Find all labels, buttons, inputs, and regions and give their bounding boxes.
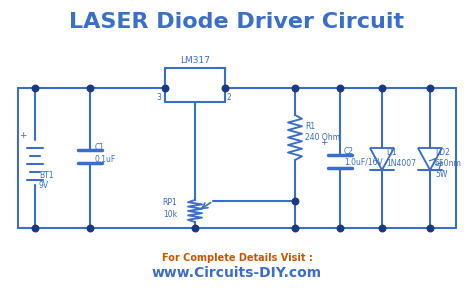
Text: www.Circuits-DIY.com: www.Circuits-DIY.com — [152, 266, 322, 280]
Text: ADJ: ADJ — [188, 89, 202, 98]
Point — [291, 226, 299, 230]
Point — [336, 226, 344, 230]
Text: R1: R1 — [305, 122, 315, 131]
Text: BT1: BT1 — [39, 171, 54, 180]
Point — [378, 86, 386, 90]
Point — [378, 226, 386, 230]
Text: 10k: 10k — [163, 210, 177, 219]
Text: C1: C1 — [95, 143, 105, 152]
Text: LM317: LM317 — [180, 56, 210, 65]
Text: 240 Ohm: 240 Ohm — [305, 133, 340, 142]
Point — [291, 199, 299, 203]
Text: D1: D1 — [386, 148, 397, 157]
Text: For Complete Details Visit :: For Complete Details Visit : — [162, 253, 312, 263]
Text: 0.1uF: 0.1uF — [95, 155, 116, 164]
Point — [426, 226, 434, 230]
Text: 1.0uF/16V: 1.0uF/16V — [344, 157, 383, 166]
Point — [31, 226, 39, 230]
Text: 9V: 9V — [39, 182, 49, 191]
Text: RP1: RP1 — [162, 198, 177, 207]
Point — [86, 226, 94, 230]
FancyBboxPatch shape — [165, 68, 225, 102]
Point — [426, 86, 434, 90]
Text: 2: 2 — [227, 93, 232, 102]
Text: 3: 3 — [156, 93, 161, 102]
Text: OUT: OUT — [204, 73, 222, 82]
Text: +: + — [19, 132, 27, 141]
Text: LASER Diode Driver Circuit: LASER Diode Driver Circuit — [69, 12, 405, 32]
Text: IN: IN — [168, 73, 177, 82]
Point — [31, 86, 39, 90]
Point — [86, 86, 94, 90]
Text: 650nm: 650nm — [435, 159, 462, 168]
Point — [191, 226, 199, 230]
Point — [291, 86, 299, 90]
Point — [336, 86, 344, 90]
Text: 5W: 5W — [435, 170, 447, 179]
Text: +: + — [320, 138, 328, 147]
Text: 1N4007: 1N4007 — [386, 159, 416, 168]
Text: LD2: LD2 — [435, 148, 450, 157]
Text: C2: C2 — [344, 148, 354, 157]
Point — [221, 86, 229, 90]
Point — [161, 86, 169, 90]
